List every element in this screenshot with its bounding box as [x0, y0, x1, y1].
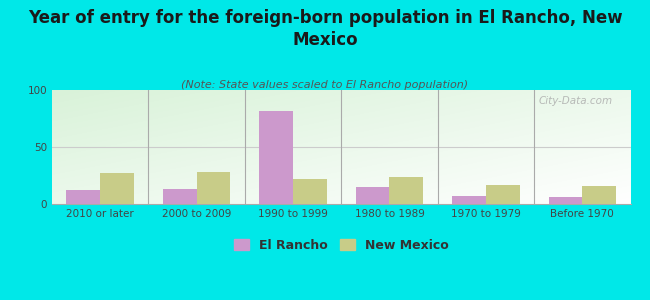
Bar: [196, 172, 230, 204]
Bar: [582, 186, 616, 204]
Bar: [293, 179, 327, 204]
Bar: [66, 190, 100, 204]
Bar: [100, 173, 134, 204]
Bar: [356, 187, 389, 204]
Bar: [163, 189, 196, 204]
Legend: El Rancho, New Mexico: El Rancho, New Mexico: [229, 234, 454, 257]
Bar: [259, 110, 293, 204]
Text: City-Data.com: City-Data.com: [539, 96, 613, 106]
Bar: [389, 177, 423, 204]
Text: (Note: State values scaled to El Rancho population): (Note: State values scaled to El Rancho …: [181, 80, 469, 89]
Bar: [549, 197, 582, 204]
Bar: [452, 196, 486, 204]
Bar: [486, 184, 519, 204]
Text: Year of entry for the foreign-born population in El Rancho, New
Mexico: Year of entry for the foreign-born popul…: [28, 9, 622, 49]
